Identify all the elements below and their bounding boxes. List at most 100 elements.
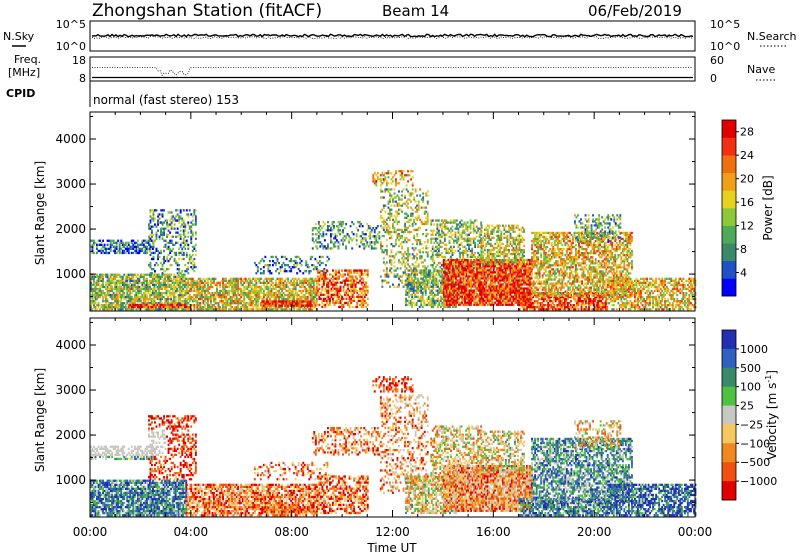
power-cell [213,295,215,299]
power-cell [279,285,282,289]
power-cell [458,287,460,290]
power-cell [203,293,206,297]
power-cell [351,221,354,224]
power-cell [395,172,397,175]
power-cell [419,257,422,260]
power-cell [414,267,417,270]
power-cell [469,225,472,228]
power-cell [396,228,399,232]
power-cell [190,231,193,234]
power-cell [234,291,237,295]
power-cell [399,267,402,270]
power-cell [363,293,366,296]
power-cell [315,285,318,289]
power-cell [381,285,384,288]
power-cell [173,275,176,278]
power-cell [100,304,103,307]
power-cell [435,283,438,286]
power-cell [436,271,439,274]
power-cell [435,289,438,292]
power-cell [416,253,419,256]
power-cell [447,293,450,296]
power-cell [264,293,267,297]
power-cell [320,270,323,273]
power-cell [477,283,480,286]
power-cell [290,283,293,287]
power-cell [139,247,142,250]
power-cell [152,255,155,259]
power-cell [407,174,410,177]
power-cell [191,253,194,257]
power-cell [294,283,297,287]
power-cell [158,251,161,255]
power-cell [409,285,412,288]
power-cell [237,287,240,291]
power-cell [185,253,188,257]
power-cell [413,267,416,270]
power-cell [478,239,481,242]
power-cell [276,277,279,280]
power-cell [240,289,243,293]
power-cell [455,279,457,282]
power-cell [312,285,315,289]
power-cell [193,300,196,303]
power-cell [384,263,387,266]
power-cell [138,295,141,299]
power-cell [153,289,156,293]
power-cell [372,174,375,177]
power-cell [276,289,279,293]
power-cell [326,281,328,284]
power-cell [177,285,180,289]
power-cell [348,241,351,244]
power-cell [335,281,337,284]
power-cell [466,243,469,246]
power-cell [142,293,145,297]
power-cell [300,306,303,309]
power-cell [182,241,185,244]
power-cell [172,219,175,222]
power-cell [314,277,317,280]
power-cell [163,221,166,224]
power-cell [275,308,277,311]
power-cell [187,243,190,246]
power-cell [208,304,211,307]
power-cell [423,275,426,278]
power-cell [417,277,420,280]
power-cell [279,295,282,299]
power-cell [453,251,455,255]
power-cell [449,305,451,309]
power-cell [114,306,117,309]
power-cell [447,279,450,282]
power-cell [342,241,345,244]
power-cell [308,287,311,291]
power-cell [167,302,170,305]
power-cell [167,268,170,271]
power-cell [389,200,391,203]
power-cell [94,291,97,295]
power-cell [429,269,432,272]
power-cell [421,283,424,286]
power-cell [102,291,105,295]
power-cell [152,225,155,228]
power-cell [445,219,448,222]
power-cell [288,270,291,273]
power-cell [308,270,311,273]
power-cell [305,302,308,305]
power-cell [138,285,141,289]
power-cell [250,304,253,307]
power-cell [207,295,209,299]
power-cell [102,297,105,301]
power-cell [467,259,470,262]
power-cell [144,295,147,299]
power-cell [97,291,100,295]
power-cell [467,267,470,270]
power-cell [445,279,448,282]
cpid-label: CPID [6,87,35,100]
power-cell [240,287,243,291]
power-cell [369,243,372,246]
power-cell [114,297,117,301]
power-cell [420,301,423,305]
power-cell [452,293,454,296]
power-cell [408,279,411,282]
power-cell [424,287,427,290]
